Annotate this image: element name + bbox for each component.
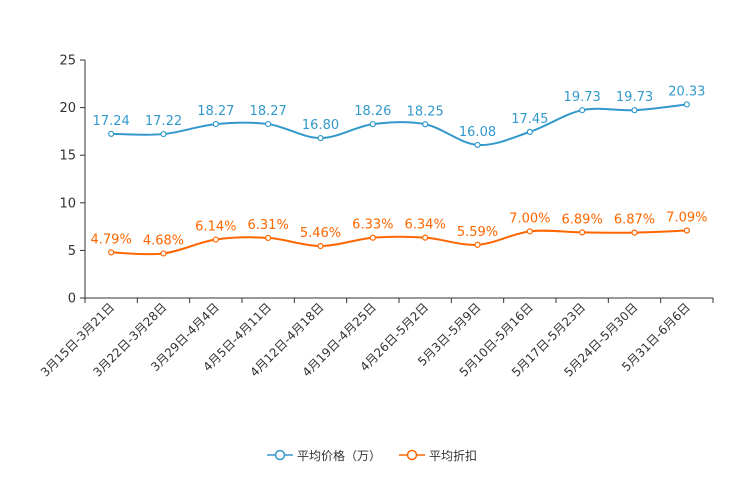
data-label: 5.46% <box>300 226 341 241</box>
data-point <box>160 250 167 257</box>
y-tick-label: 5 <box>68 244 76 259</box>
series-0: 17.24 17.22 18.27 18.27 16.80 18.26 18.25 16.08… <box>93 84 705 149</box>
data-label: 4.79% <box>91 232 132 247</box>
data-label: 7.09% <box>666 211 707 226</box>
data-point <box>683 227 690 234</box>
data-label: 20.33 <box>668 84 705 99</box>
data-label: 6.89% <box>562 212 603 227</box>
data-point <box>526 228 533 235</box>
data-point <box>317 134 324 142</box>
data-label: 6.14% <box>195 220 236 235</box>
data-point <box>526 128 533 135</box>
data-point <box>108 249 115 256</box>
y-tick-label: 25 <box>59 54 76 69</box>
data-point <box>265 234 272 242</box>
data-label: 18.25 <box>407 104 444 119</box>
series-line <box>111 229 687 256</box>
data-point <box>579 229 586 236</box>
legend-label-price: 平均价格（万） <box>296 448 381 463</box>
data-point <box>212 120 219 128</box>
data-point <box>422 234 429 241</box>
data-label: 16.08 <box>459 125 496 140</box>
legend-label-discount: 平均折扣 <box>429 448 478 463</box>
data-point <box>369 234 376 241</box>
data-label: 4.68% <box>143 233 184 248</box>
data-label: 17.45 <box>511 112 548 127</box>
data-point <box>265 120 272 128</box>
data-label: 19.73 <box>616 90 653 105</box>
legend: 平均价格（万） 平均折扣 <box>0 443 744 467</box>
data-label: 6.87% <box>614 213 655 228</box>
data-point <box>474 241 481 248</box>
legend-symbol-discount <box>399 449 425 461</box>
legend-item-discount[interactable]: 平均折扣 <box>399 447 477 464</box>
legend-symbol-price <box>266 449 293 461</box>
data-point <box>160 130 167 138</box>
data-point <box>631 229 638 236</box>
data-label: 6.34% <box>405 218 446 233</box>
data-label: 18.26 <box>354 104 391 119</box>
series-1: 4.79% 4.68% 6.14% 6.31% 5.46% 6.33% 6.34% 5.59%… <box>91 211 707 257</box>
data-point <box>212 236 219 243</box>
y-tick-label: 20 <box>59 101 76 116</box>
data-label: 6.31% <box>248 218 289 233</box>
data-label: 17.24 <box>93 114 130 129</box>
data-point <box>474 141 481 149</box>
y-tick-label: 10 <box>59 196 76 211</box>
data-point <box>317 242 324 250</box>
legend-item-price[interactable]: 平均价格（万） <box>266 447 381 464</box>
data-point <box>422 121 429 128</box>
data-point <box>108 130 115 137</box>
data-label: 18.27 <box>197 104 234 119</box>
series-line <box>111 103 687 146</box>
data-label: 6.33% <box>352 218 393 233</box>
data-label: 19.73 <box>564 90 601 105</box>
series-layer: 17.24 17.22 18.27 18.27 16.80 18.26 18.25 16.08… <box>91 84 707 257</box>
axes: 05101520253月15日-3月21日3月22日-3月28日3月29日-4月… <box>38 54 714 380</box>
data-point <box>631 107 638 114</box>
data-label: 17.22 <box>145 114 182 129</box>
data-point <box>579 107 586 114</box>
y-tick-label: 0 <box>68 292 76 307</box>
data-label: 16.80 <box>302 118 339 133</box>
data-label: 7.00% <box>509 211 550 226</box>
data-label: 5.59% <box>457 225 498 240</box>
data-point <box>369 121 376 128</box>
data-label: 18.27 <box>250 104 287 119</box>
data-point <box>683 101 690 108</box>
y-tick-label: 15 <box>59 149 76 164</box>
